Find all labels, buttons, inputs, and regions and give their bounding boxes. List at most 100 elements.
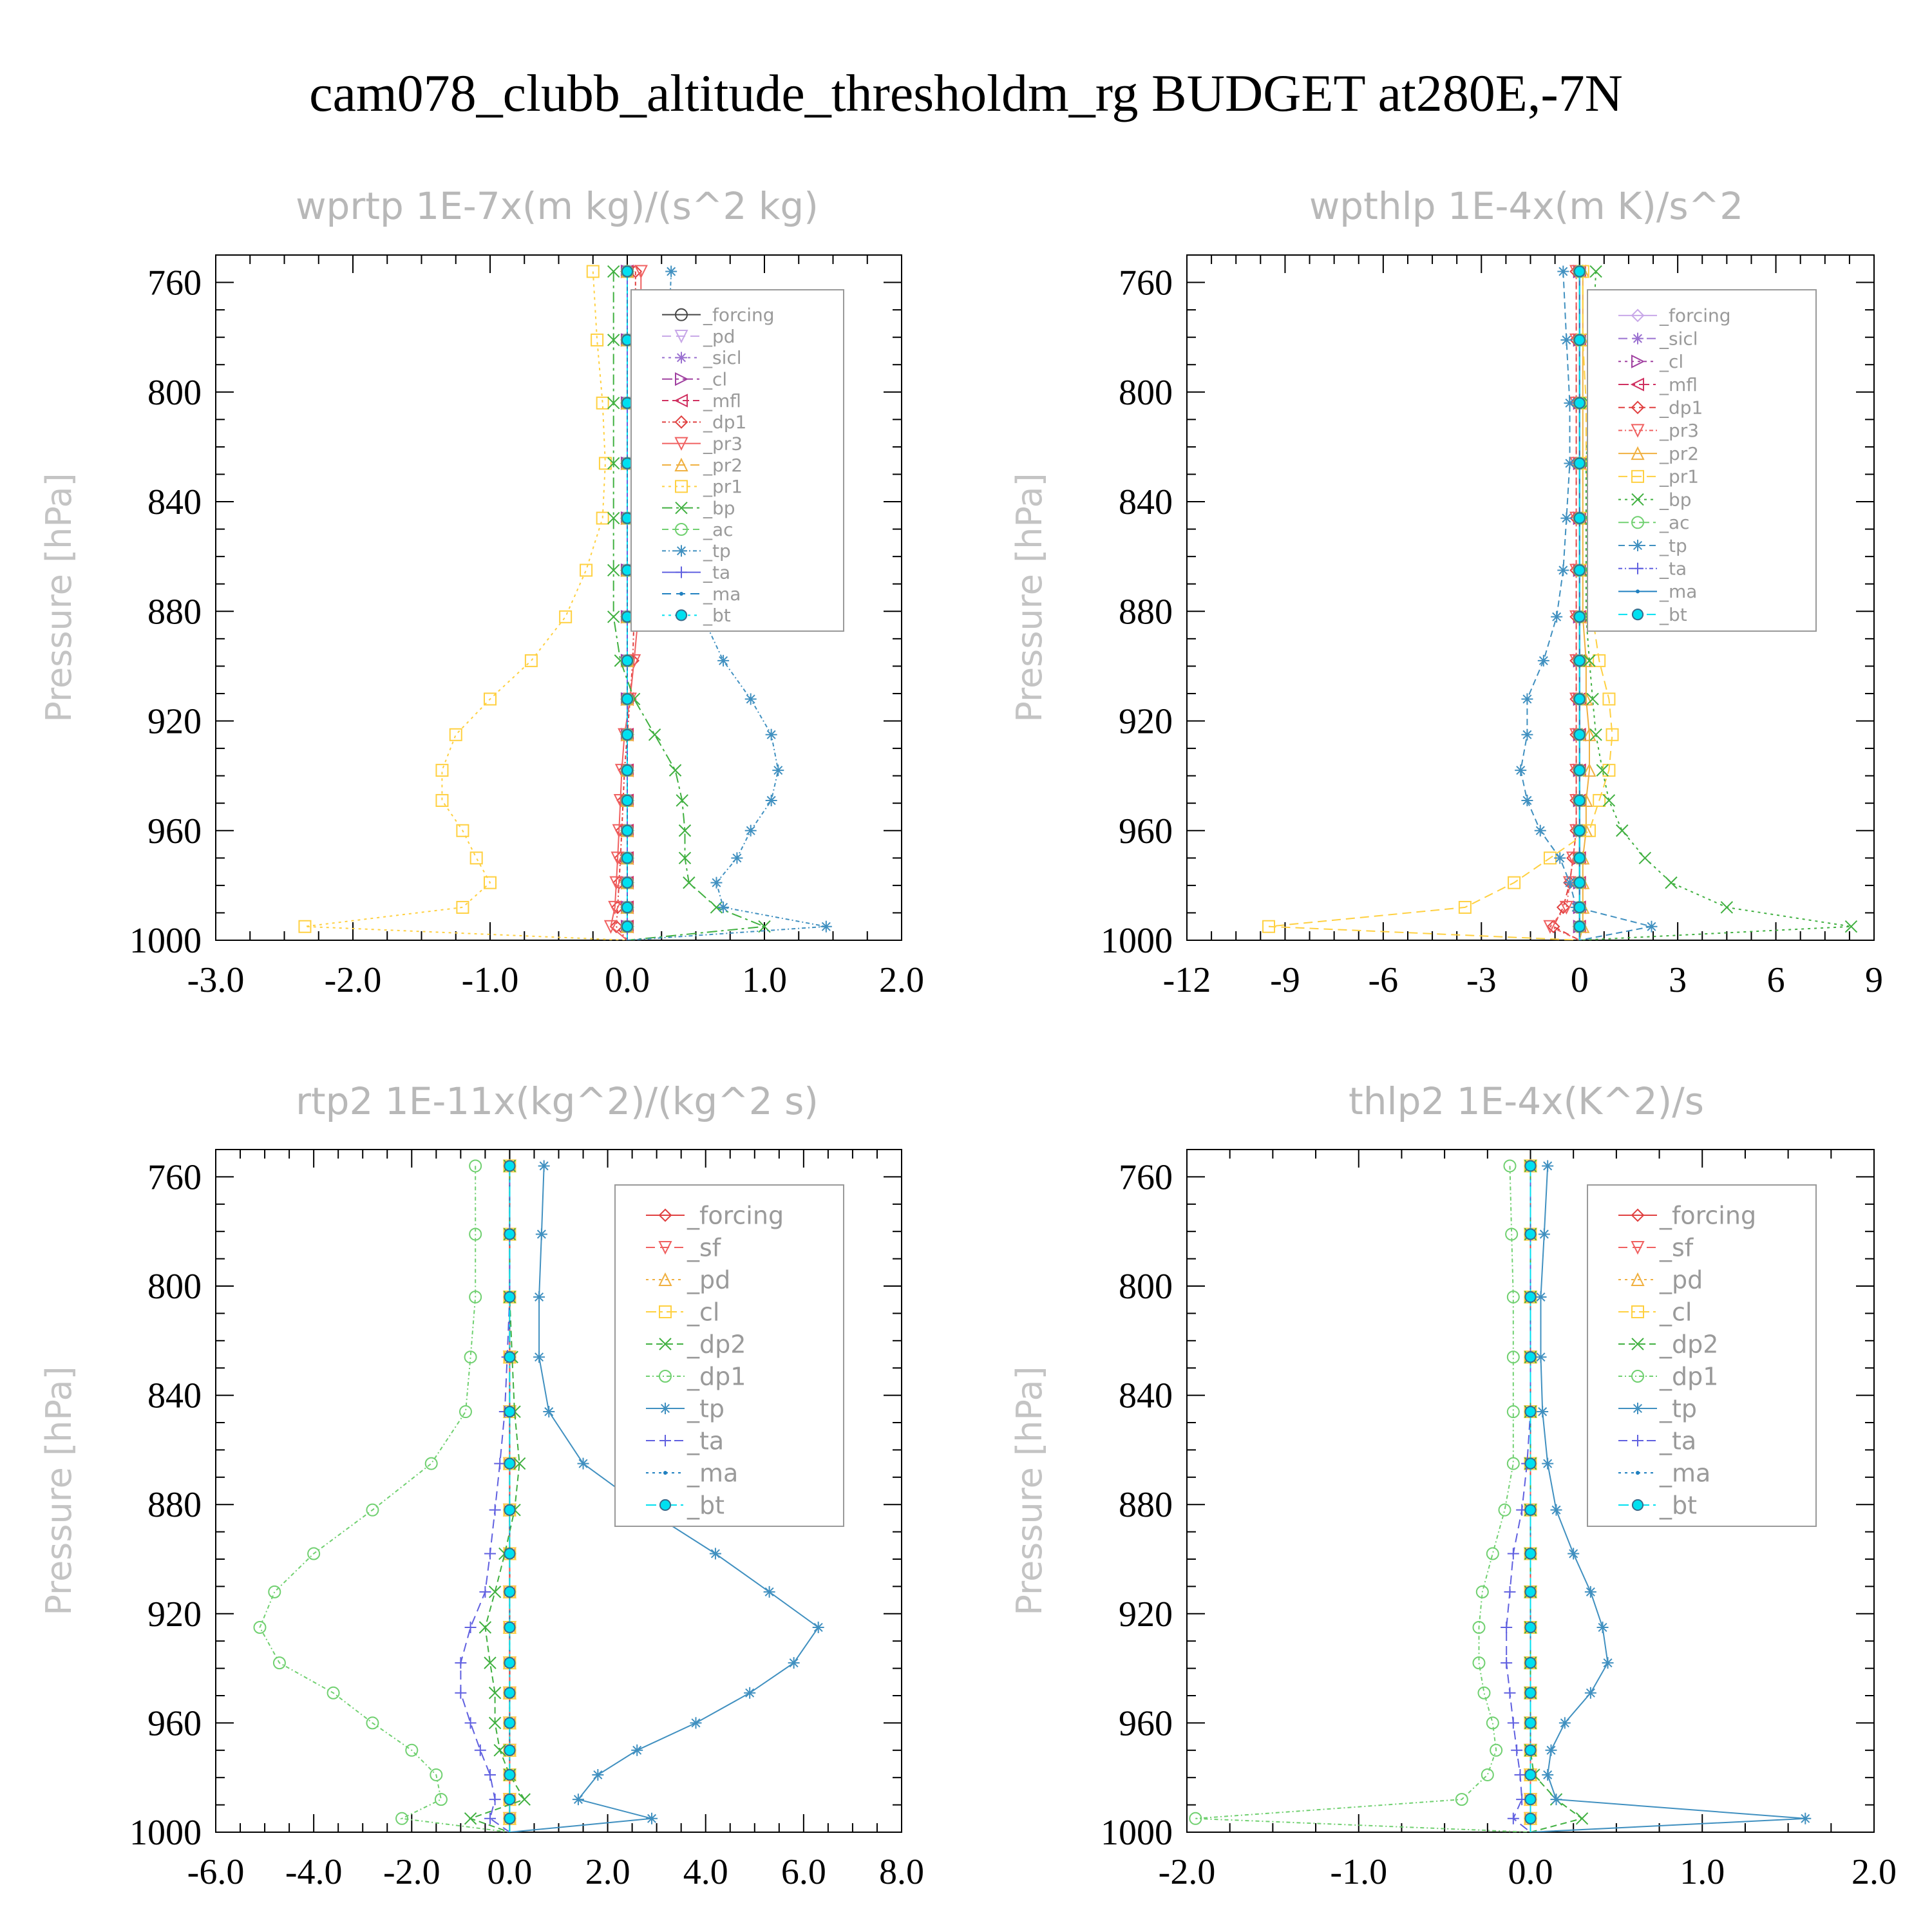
series-tp (1515, 265, 1658, 940)
legend-marker (1631, 493, 1644, 506)
data-point (1583, 654, 1596, 667)
y-tick-label: 800 (1119, 373, 1173, 413)
data-point (1472, 1656, 1486, 1670)
data-point (596, 511, 609, 525)
data-point (1573, 920, 1586, 933)
data-point (1564, 457, 1576, 469)
legend-label: _sf (687, 1233, 722, 1262)
data-point (504, 1228, 516, 1240)
data-point (1503, 1159, 1517, 1173)
legend-marker (663, 1471, 667, 1475)
legend-marker (1636, 1471, 1640, 1475)
legend-entry: _sf (646, 1233, 722, 1262)
data-point (464, 1812, 477, 1825)
data-point (1582, 727, 1596, 741)
data-point (1596, 1622, 1609, 1633)
data-point (1486, 1716, 1499, 1730)
data-point (607, 397, 620, 410)
data-point (504, 1351, 516, 1363)
data-point (1524, 1657, 1537, 1669)
data-point (435, 793, 449, 807)
data-point (621, 852, 634, 864)
legend-marker (1631, 1370, 1644, 1383)
y-tick-label: 1000 (1101, 921, 1173, 961)
data-point (484, 1812, 496, 1824)
legend-label: _dp1 (1659, 397, 1703, 419)
data-point (1524, 1744, 1537, 1756)
data-point (678, 851, 692, 865)
data-point (1551, 611, 1563, 623)
x-tick-label: 0.0 (487, 1852, 532, 1892)
legend-entry: _ta (1618, 558, 1687, 580)
legend-marker (675, 308, 688, 321)
panel-2: wpthlp 1E-4x(m K)/s^2 Pressure [hPa] 760 80… (1009, 184, 1883, 1000)
data-point (744, 1687, 756, 1699)
legend-marker (1631, 1208, 1645, 1222)
legend-label: _ac (1659, 512, 1690, 533)
legend-entry: _pr3 (1618, 420, 1699, 441)
data-point (1573, 764, 1586, 777)
legend-marker (674, 330, 688, 344)
data-point (668, 764, 682, 777)
legend-marker (1631, 401, 1645, 415)
data-point (1524, 1687, 1537, 1699)
x-tick-label: -2.0 (383, 1852, 440, 1892)
y-tick-label: 920 (147, 1595, 202, 1634)
legend-entry: _ac (662, 519, 734, 540)
y-tick-label: 960 (147, 811, 202, 851)
data-point (488, 1586, 502, 1598)
data-point (683, 876, 696, 889)
data-point (1546, 920, 1560, 934)
series-line (1549, 271, 1580, 940)
data-point (631, 1744, 643, 1756)
legend-entry: _pr2 (1618, 443, 1699, 464)
data-point (717, 654, 730, 667)
legend-label: _dp2 (687, 1330, 746, 1358)
x-tick-label: 2.0 (585, 1852, 630, 1892)
legend-entry: _bp (1618, 489, 1692, 510)
x-tick-label: 2.0 (1852, 1852, 1897, 1892)
data-point (513, 1457, 526, 1470)
legend-label: _pr2 (703, 455, 743, 476)
data-point (690, 1717, 702, 1729)
legend-label: _bp (1659, 489, 1692, 510)
series-dp1 (1189, 1159, 1531, 1832)
legend-label: _ma (1659, 1459, 1710, 1487)
data-point (812, 1622, 824, 1633)
legend-label: _cl (1659, 351, 1683, 372)
legend-entry: _ma (662, 583, 741, 605)
data-point (424, 1457, 438, 1470)
legend-entry: _cl (662, 368, 727, 390)
legend-label: _ta (1659, 558, 1687, 580)
data-point (1584, 1586, 1596, 1598)
legend-entry: _bt (1618, 1491, 1697, 1519)
legend-marker (658, 1241, 672, 1255)
data-point (1560, 512, 1573, 524)
panel-title: wpthlp 1E-4x(m K)/s^2 (1309, 184, 1743, 228)
legend-label: _bp (703, 497, 735, 518)
data-point (1573, 654, 1586, 667)
data-point (366, 1503, 379, 1517)
data-point (710, 876, 723, 889)
series-line (1530, 1166, 1584, 1832)
data-point (533, 1351, 545, 1363)
legend-entry: _dp1 (646, 1362, 746, 1390)
data-point (1472, 1621, 1486, 1634)
data-point (1524, 1548, 1537, 1560)
data-point (1584, 1687, 1596, 1699)
data-point (580, 564, 593, 577)
legend-marker (676, 545, 687, 557)
data-point (1524, 1812, 1537, 1824)
legend-entry: _ta (646, 1426, 724, 1455)
y-tick-label: 760 (147, 263, 202, 303)
data-point (504, 1621, 516, 1634)
data-point (1564, 876, 1576, 889)
data-point (469, 1290, 482, 1303)
legend-marker (675, 480, 688, 493)
x-tick-label: 0.0 (1508, 1852, 1553, 1892)
data-point (1501, 1622, 1513, 1633)
data-point (459, 1405, 472, 1419)
data-point (504, 1160, 516, 1172)
data-point (1589, 265, 1602, 278)
legend-label: _tp (687, 1394, 724, 1423)
